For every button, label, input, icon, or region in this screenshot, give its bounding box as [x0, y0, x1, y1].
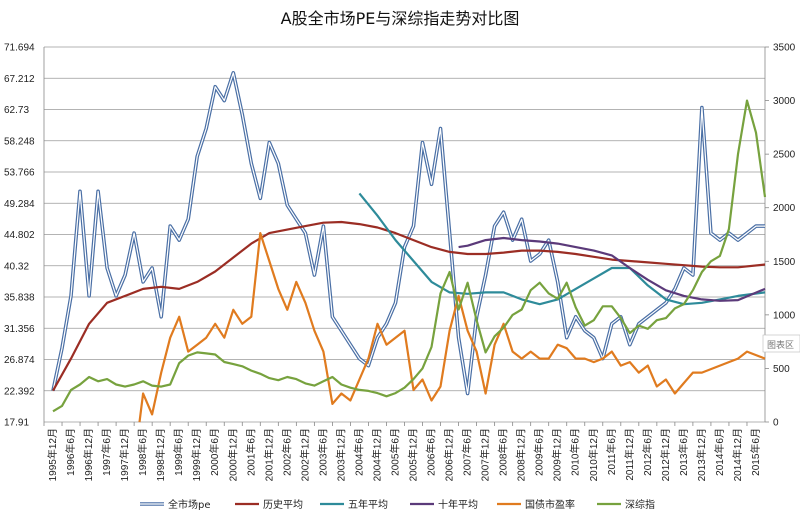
right-axis-tick-label: 2000	[773, 203, 796, 214]
series-line-0-inner	[52, 72, 765, 395]
x-axis-tick-label: 2000年6月	[208, 428, 221, 476]
x-axis-tick-label: 2013年6月	[677, 428, 690, 476]
series-line-4	[138, 232, 766, 423]
left-axis-tick-label: 40.32	[4, 261, 29, 272]
x-axis-tick-label: 2003年12月	[334, 428, 347, 481]
chart-title: A股全市场PE与深综指走势对比图	[281, 9, 520, 28]
left-axis-tick-label: 26.874	[4, 355, 35, 366]
x-axis-tick-label: 2008年6月	[497, 428, 510, 476]
left-axis-tick-label: 71.694	[4, 43, 35, 54]
series-line-3	[458, 236, 766, 302]
x-axis-tick-label: 2000年12月	[226, 428, 239, 481]
x-axis-tick-label: 1998年6月	[136, 428, 149, 476]
x-axis-tick-label: 1998年12月	[154, 428, 167, 481]
right-axis-tick-label: 2500	[773, 150, 796, 161]
x-axis-tick-label: 2011年6月	[605, 428, 618, 475]
legend-label: 五年平均	[348, 498, 388, 511]
right-axis-tick-label: 1500	[773, 257, 796, 268]
x-axis-tick-label: 2014年12月	[731, 428, 744, 481]
x-axis-tick-label: 2009年6月	[533, 428, 546, 476]
x-axis-tick-label: 2015年6月	[749, 428, 762, 476]
legend-label: 深综指	[625, 498, 655, 511]
legend-label: 十年平均	[438, 498, 478, 511]
left-axis-ticks: 17.91 22.392 26.874 31.356 35.838 40.32 44.802…	[4, 43, 35, 429]
left-axis-tick-label: 44.802	[4, 230, 35, 241]
x-axis-tick-label: 1996年6月	[64, 428, 77, 476]
left-axis-tick-label: 53.766	[4, 168, 35, 179]
x-axis-tick-label: 2003年6月	[316, 428, 329, 476]
x-axis-tick-label: 2008年12月	[515, 428, 528, 481]
x-axis-tick-label: 2013年12月	[695, 428, 708, 481]
series-line-1	[52, 220, 766, 392]
x-axis-tick-label: 1996年12月	[82, 428, 95, 481]
x-axis-tick-label: 2002年12月	[298, 428, 311, 481]
x-axis-tick-label: 2010年6月	[569, 428, 582, 476]
x-axis-tick-label: 2010年12月	[587, 428, 600, 481]
x-axis-tick-label: 2001年6月	[244, 428, 257, 476]
left-axis-tick-label: 67.212	[4, 74, 35, 85]
x-axis-ticks: 1995年12月 1996年6月 1996年12月 1997年6月 1997年12月 19…	[43, 422, 762, 481]
right-axis-tick-label: 500	[773, 364, 790, 375]
x-axis-tick-label: 1997年6月	[100, 428, 113, 476]
right-axis-tick-label: 3000	[773, 96, 796, 107]
chart-area-tooltip-label: 图表区	[767, 339, 794, 350]
x-axis-tick-label: 2006年6月	[425, 428, 438, 476]
right-axis-tick-label: 1000	[773, 310, 796, 321]
x-axis-tick-label: 2012年6月	[641, 428, 654, 476]
x-axis-tick-label: 2011年12月	[623, 428, 636, 481]
left-axis-tick-label: 31.356	[4, 324, 35, 335]
left-axis-tick-label: 35.838	[4, 293, 35, 304]
x-axis-tick-label: 1999年12月	[190, 428, 203, 481]
legend-label: 国债市盈率	[525, 498, 575, 511]
x-axis-tick-label: 2007年12月	[479, 428, 492, 481]
right-axis-tick-label: 0	[773, 418, 779, 429]
right-axis-tick-label: 3500	[773, 43, 796, 54]
x-axis-tick-label: 2014年6月	[713, 428, 726, 476]
left-axis-tick-label: 22.392	[4, 386, 35, 397]
right-axis-ticks: 0 500 1000 1500 2000 2500 3000 3500	[765, 43, 796, 429]
x-axis-tick-label: 2001年12月	[262, 428, 275, 481]
x-axis-tick-label: 1997年12月	[118, 428, 131, 481]
left-axis-tick-label: 49.284	[4, 199, 35, 210]
legend: 全市场pe 历史平均 五年平均 十年平均 国债市盈率 深综指	[140, 498, 655, 511]
series-line-5	[52, 99, 767, 413]
x-axis-tick-label: 2004年12月	[370, 428, 383, 481]
left-axis-tick-label: 58.248	[4, 136, 35, 147]
chart-area-tooltip-box	[762, 334, 800, 353]
x-axis-tick-label: 2005年6月	[388, 428, 401, 476]
x-axis-tick-label: 1995年12月	[46, 428, 59, 481]
x-axis-tick-label: 2005年12月	[407, 428, 420, 481]
x-axis-tick-label: 2007年6月	[461, 428, 474, 476]
x-axis-tick-label: 2006年12月	[443, 428, 456, 481]
x-axis-tick-label: 2009年12月	[551, 428, 564, 481]
left-axis-tick-label: 62.73	[4, 105, 29, 116]
left-axis-tick-label: 17.91	[4, 418, 29, 429]
series-layer	[51, 71, 767, 423]
x-axis-tick-label: 2002年6月	[280, 428, 293, 476]
legend-label: 历史平均	[263, 499, 303, 511]
x-axis-tick-label: 2004年6月	[352, 428, 365, 476]
legend-label: 全市场pe	[168, 498, 211, 511]
x-axis-tick-label: 2012年12月	[659, 428, 672, 481]
x-axis-tick-label: 1999年6月	[172, 428, 185, 476]
